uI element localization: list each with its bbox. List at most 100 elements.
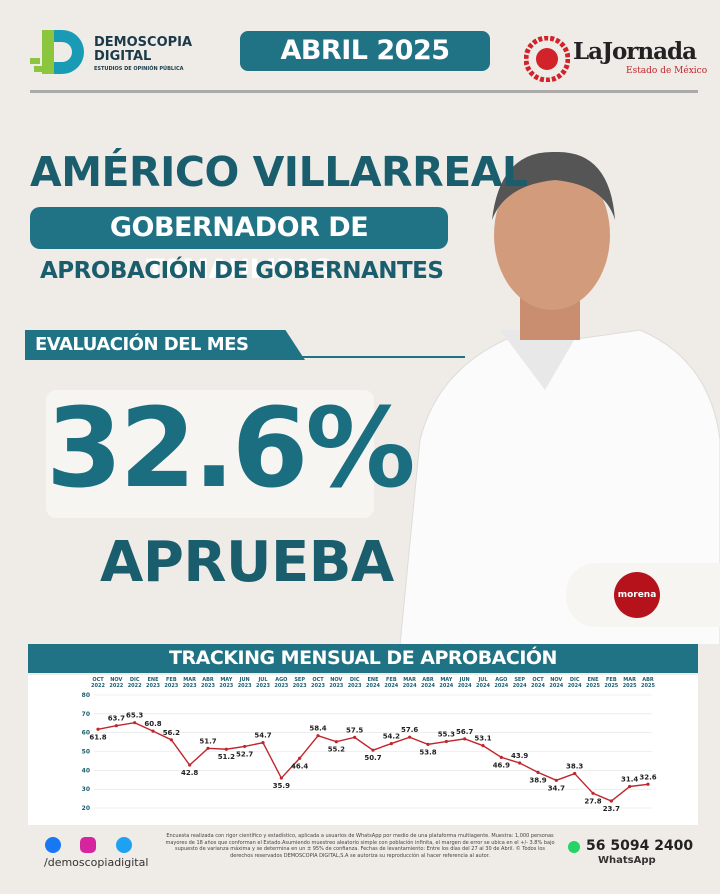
x-tick-label: ABR 2023 [201,677,215,689]
data-label: 58.4 [309,725,326,733]
data-point [279,776,283,780]
brand-tagline: ESTUDIOS DE OPINIÓN PÚBLICA [94,66,184,72]
data-label: 51.2 [218,753,235,761]
data-point [316,734,320,738]
data-point [463,737,467,741]
x-tick-label: FEB 2025 [604,677,619,689]
data-label: 46.9 [493,761,510,769]
x-tick-label: NOV 2022 [109,677,124,689]
data-point [444,739,448,744]
data-label: 23.7 [603,805,620,813]
x-tick-label: MAR 2023 [182,677,197,689]
data-label: 56.7 [456,728,473,736]
data-point [334,740,338,744]
data-label: 65.3 [126,712,143,720]
x-tick-label: SEP 2023 [292,677,307,689]
section-rule [25,356,465,358]
data-point [151,729,155,733]
x-tick-label: ABR 2025 [641,677,655,689]
x-tick-label: ENE 2025 [586,677,600,689]
x-tick-label: JUL 2023 [256,677,270,689]
data-label: 42.8 [181,769,198,777]
x-tick-label: MAR 2024 [402,677,417,689]
data-point [261,741,265,745]
x-tick-label: MAR 2025 [622,677,637,689]
data-label: 27.8 [584,797,601,805]
data-label: 51.7 [199,737,216,745]
data-point [646,782,650,786]
x-tick-label: JUL 2024 [476,677,490,689]
y-tick-label: 40 [82,767,90,774]
data-point [114,724,118,728]
result-box [46,390,374,518]
result-value: 32.6% [46,384,416,512]
study-name: APROBACIÓN DE GOBERNANTES [40,258,444,284]
data-label: 55.2 [328,746,345,754]
section-badge: EVALUACIÓN DEL MES [25,330,305,360]
data-point [573,771,577,776]
data-point [298,756,302,760]
data-point [371,748,375,752]
data-point [481,744,485,748]
phone: 56 5094 2400 [586,838,694,854]
data-label: 60.8 [144,720,161,728]
party-logo: morena [614,572,660,618]
social-icons [45,837,132,853]
header-rule [30,90,698,93]
partner-region: Estado de México [626,66,708,76]
x-tick-label: OCT 2024 [531,677,545,689]
x-tick-label: NOV 2023 [329,677,344,689]
x-tick-label: NOV 2024 [549,677,564,689]
data-label: 35.9 [273,782,290,790]
x-tick-label: OCT 2022 [91,677,105,689]
y-tick-label: 80 [82,692,90,699]
y-tick-label: 60 [82,730,90,737]
disclaimer: Encuesta realizada con rigor científico … [165,833,555,859]
x-tick-label: DIC 2022 [127,677,142,689]
data-label: 32.6 [639,773,656,781]
data-point [609,799,613,803]
x-tick-label: FEB 2024 [384,677,399,689]
data-point [243,744,247,749]
data-point [224,747,228,751]
y-tick-label: 30 [82,786,90,793]
data-label: 53.8 [419,748,436,756]
y-tick-label: 50 [82,749,90,756]
partner-name: LaJornada [573,38,697,65]
x-tick-label: DIC 2024 [567,677,582,689]
person-name: AMÉRICO VILLARREAL [30,148,528,196]
data-label: 56.2 [163,729,180,737]
x-tick-label: FEB 2023 [164,677,179,689]
result-label: APRUEBA [100,530,394,595]
x-tick-label: DIC 2023 [347,677,362,689]
data-point [628,784,632,789]
data-point [389,741,393,746]
data-point [133,721,137,725]
data-label: 43.9 [511,752,528,760]
data-label: 57.5 [346,726,363,734]
data-point [408,735,412,739]
data-point [353,735,357,739]
data-label: 54.2 [383,733,400,741]
data-point [591,791,595,795]
y-tick-label: 20 [82,805,90,812]
y-tick-label: 70 [82,711,90,718]
social-handle: /demoscopiadigital [44,856,149,869]
data-point [188,763,192,767]
x-tick-label: MAY 2024 [439,677,454,689]
x-tick-label: ENE 2023 [146,677,160,689]
data-label: 54.7 [254,732,271,740]
data-point [536,770,540,775]
partner-logo [524,36,570,82]
brand-name: DEMOSCOPIA DIGITAL [94,35,193,64]
role-badge: GOBERNADOR DE TAMAULIPAS [30,207,448,285]
data-label: 34.7 [548,784,565,792]
x-tick-label: ENE 2024 [366,677,380,689]
x-axis-labels: OCT 2022 NOV 2022 DIC 2022 ENE 2023 FEB 2023… [28,675,698,695]
x-tick-label: JUN 2023 [237,677,252,689]
data-label: 61.8 [89,733,106,741]
data-label: 31.4 [621,776,638,784]
data-point [554,778,558,782]
phone-label: WhatsApp [598,855,656,866]
x-tick-label: ABR 2024 [421,677,435,689]
